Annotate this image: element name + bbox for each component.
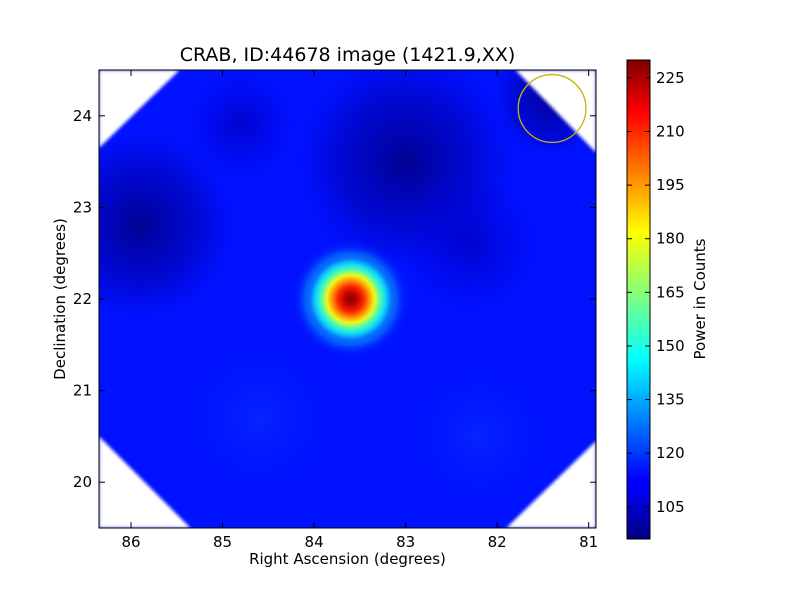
x-tick-label: 82: [488, 533, 507, 551]
heatmap-image: [99, 70, 596, 528]
low-emission-north-west: [185, 70, 296, 180]
blank-corner-1: [99, 70, 180, 148]
chart-title: CRAB, ID:44678 image (1421.9,XX): [179, 44, 516, 66]
y-tick-label: 20: [73, 473, 92, 491]
colorbar-tick-label: 180: [656, 230, 685, 248]
colorbar-tick-label: 135: [656, 391, 685, 409]
colorbar-tick-label: 105: [656, 498, 685, 516]
blank-corner-4: [506, 440, 596, 528]
x-tick-label: 81: [579, 533, 598, 551]
colorbar-tick-label: 120: [656, 444, 685, 462]
colorbar: [626, 59, 651, 540]
colorbar-tick-label: 225: [656, 69, 685, 87]
colorbar-tick-label: 210: [656, 122, 685, 140]
colorbar-tick-label: 150: [656, 337, 685, 355]
colorbar-tick-label: 195: [656, 176, 685, 194]
y-tick-label: 24: [73, 107, 92, 125]
blank-corner-3: [99, 436, 191, 528]
low-emission-north-east: [399, 174, 540, 315]
x-tick-label: 85: [213, 533, 232, 551]
y-tick-label: 22: [73, 290, 92, 308]
y-tick-label: 21: [73, 382, 92, 400]
x-tick-label: 84: [305, 533, 324, 551]
colorbar-label: Power in Counts: [691, 238, 709, 360]
faint-emission-south-west: [184, 343, 335, 494]
faint-emission-south-east: [408, 366, 549, 507]
low-emission-west: [99, 130, 236, 321]
colorbar-tick-label: 165: [656, 283, 685, 301]
beam-marker-circle: [517, 73, 587, 144]
blank-corner-2: [515, 70, 596, 153]
x-tick-label: 86: [121, 533, 140, 551]
y-axis-label: Declination (degrees): [51, 218, 69, 380]
y-tick-label: 23: [73, 198, 92, 216]
x-axis-label: Right Ascension (degrees): [249, 550, 446, 568]
x-tick-label: 83: [396, 533, 415, 551]
